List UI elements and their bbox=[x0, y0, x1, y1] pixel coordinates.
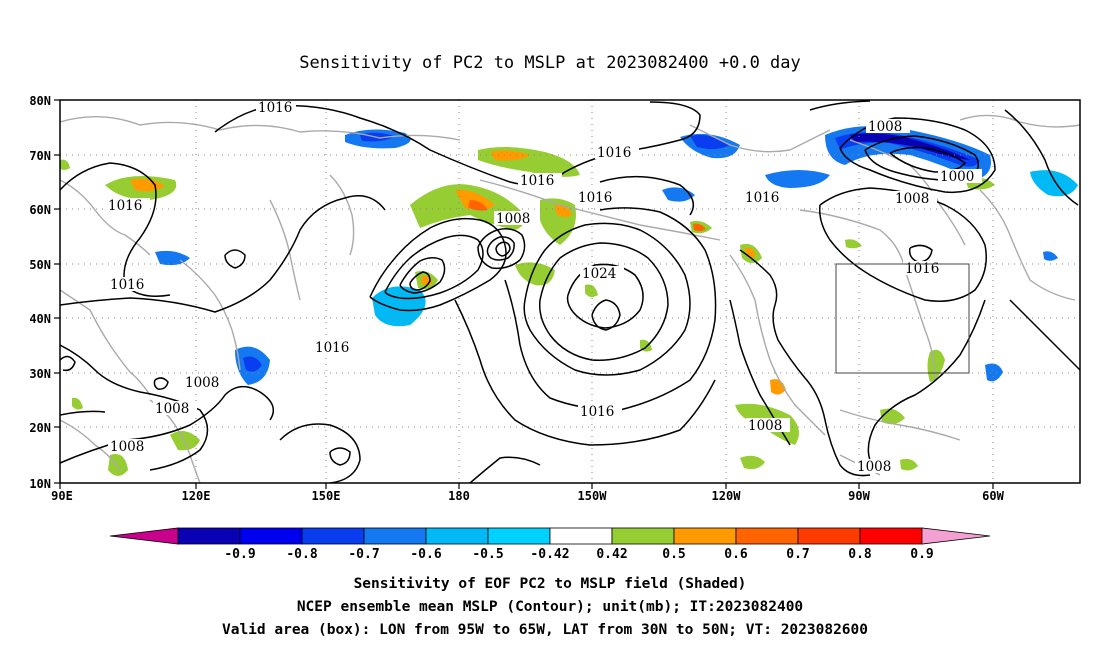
lon-tick-label: 120W bbox=[712, 489, 742, 503]
colorbar-swatch bbox=[487, 527, 551, 545]
contour-label: 1008 bbox=[185, 375, 219, 391]
map-panel: 1016 1016 1016 1008 1008 1008 1016 1016 … bbox=[29, 94, 1081, 503]
colorbar-label: 0.42 bbox=[596, 547, 627, 562]
tick-marks bbox=[54, 99, 994, 489]
lat-lon-grid bbox=[60, 100, 1080, 483]
lon-tick-label: 60W bbox=[982, 489, 1004, 503]
colorbar-label: -0.8 bbox=[286, 547, 317, 562]
colorbar-swatch bbox=[177, 527, 241, 545]
colorbar-label: 0.6 bbox=[724, 547, 748, 562]
colorbar-label: -0.9 bbox=[224, 547, 255, 562]
colorbar-swatch bbox=[301, 527, 365, 545]
colorbar-swatch bbox=[797, 527, 861, 545]
colorbar-swatch bbox=[859, 527, 923, 545]
colorbar-swatch bbox=[611, 527, 675, 545]
lat-tick-label: 70N bbox=[29, 149, 51, 163]
contour-label: 1008 bbox=[155, 401, 189, 417]
coastlines bbox=[60, 114, 1080, 483]
colorbar-label: 0.9 bbox=[910, 547, 933, 562]
lat-tick-label: 30N bbox=[29, 367, 51, 381]
colorbar-label: 0.5 bbox=[662, 547, 685, 562]
colorbar-label: 0.7 bbox=[786, 547, 809, 562]
contour-label: 1016 bbox=[905, 261, 939, 277]
mslp-contours bbox=[60, 100, 1080, 483]
lat-tick-labels: 80N 70N 60N 50N 40N 30N 20N 10N bbox=[29, 94, 51, 491]
colorbar: -0.9 -0.8 -0.7 -0.6 -0.5 -0.42 0.42 0.5 0.6 0.7 0.… bbox=[109, 527, 991, 562]
contour-label: 1008 bbox=[110, 439, 144, 455]
colorbar-swatch bbox=[425, 527, 489, 545]
contour-label: 1008 bbox=[748, 418, 782, 434]
contour-label: 1008 bbox=[496, 211, 530, 227]
lat-tick-label: 50N bbox=[29, 258, 51, 272]
lon-tick-label: 180 bbox=[448, 489, 470, 503]
lon-tick-labels: 90E 120E 150E 180 150W 120W 90W 60W bbox=[51, 489, 1004, 503]
contour-label: 1016 bbox=[597, 145, 631, 161]
colorbar-label: -0.6 bbox=[410, 547, 441, 562]
contour-label: 1000 bbox=[940, 169, 974, 185]
colorbar-swatch bbox=[921, 527, 991, 545]
contour-label: 1008 bbox=[857, 459, 891, 475]
lat-tick-label: 80N bbox=[29, 94, 51, 108]
contour-label: 1016 bbox=[578, 190, 612, 206]
lat-tick-label: 60N bbox=[29, 203, 51, 217]
colorbar-swatch bbox=[673, 527, 737, 545]
lon-tick-label: 150E bbox=[312, 489, 341, 503]
colorbar-swatch bbox=[363, 527, 427, 545]
caption-line-3: Valid area (box): LON from 95W to 65W, L… bbox=[222, 622, 868, 638]
colorbar-swatch bbox=[735, 527, 799, 545]
lon-tick-label: 120E bbox=[182, 489, 211, 503]
contour-labels: 1016 1016 1016 1008 1008 1008 1016 1016 … bbox=[106, 100, 982, 475]
contour-label: 1008 bbox=[868, 119, 902, 135]
contour-label: 1016 bbox=[580, 404, 614, 420]
lat-tick-label: 40N bbox=[29, 312, 51, 326]
contour-label: 1008 bbox=[895, 191, 929, 207]
lat-tick-label: 20N bbox=[29, 421, 51, 435]
captions: Sensitivity of EOF PC2 to MSLP field (Sh… bbox=[222, 576, 868, 638]
contour-label: 1016 bbox=[745, 190, 779, 206]
contour-label: 1024 bbox=[582, 266, 616, 282]
lat-tick-label: 10N bbox=[29, 477, 51, 491]
contour-label: 1016 bbox=[258, 100, 292, 116]
contour-label: 1016 bbox=[108, 198, 142, 214]
contour-label: 1016 bbox=[315, 340, 349, 356]
caption-line-1: Sensitivity of EOF PC2 to MSLP field (Sh… bbox=[354, 576, 747, 592]
lon-tick-label: 90W bbox=[848, 489, 870, 503]
contour-label: 1016 bbox=[520, 173, 554, 189]
colorbar-label: -0.5 bbox=[472, 547, 503, 562]
caption-line-2: NCEP ensemble mean MSLP (Contour); unit(… bbox=[297, 599, 803, 615]
contour-label: 1016 bbox=[110, 277, 144, 293]
figure-title: Sensitivity of PC2 to MSLP at 2023082400… bbox=[299, 53, 801, 73]
map-frame bbox=[59, 99, 1081, 484]
colorbar-label: -0.7 bbox=[348, 547, 379, 562]
colorbar-swatch bbox=[239, 527, 303, 545]
colorbar-label: -0.42 bbox=[530, 547, 569, 562]
colorbar-swatch bbox=[109, 527, 179, 545]
lon-tick-label: 150W bbox=[578, 489, 608, 503]
colorbar-label: 0.8 bbox=[848, 547, 872, 562]
valid-area-box bbox=[835, 263, 970, 374]
lon-tick-label: 90E bbox=[51, 489, 73, 503]
colorbar-swatch bbox=[549, 527, 613, 545]
